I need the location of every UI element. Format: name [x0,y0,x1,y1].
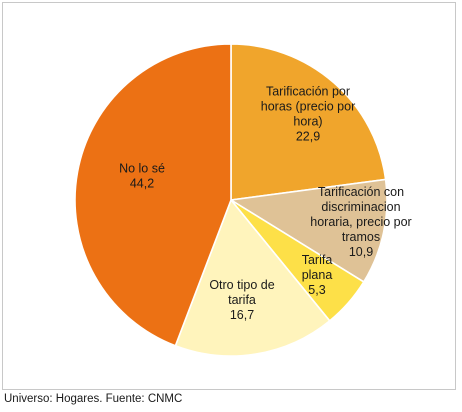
slice-category-label-1-1: discriminacion [321,200,400,214]
slice-value-label-3: 16,7 [230,308,254,322]
slice-category-label-1-0: Tarificación con [318,185,404,199]
slice-category-label-1-2: horaria, precio por [310,215,411,229]
slice-value-label-0: 22,9 [296,130,320,144]
chart-frame: Tarificación por horas (precio por hora) 22… [2,2,456,390]
slice-category-label-0-1: horas (precio por [261,100,356,114]
pie-slice-1 [228,178,388,284]
pie-slices [74,43,388,357]
pie-slice-0 [230,43,387,201]
slice-category-label-0-2: hora) [293,115,322,129]
slice-category-label-3-1: tarifa [228,293,256,307]
slice-value-label-4: 44,2 [130,177,154,191]
slice-value-label-1: 10,9 [349,245,373,259]
pie-slice-3 [174,198,331,357]
slice-category-label-2-0: Tarifa [302,253,333,267]
pie-slice-4 [74,43,232,347]
slice-category-label-4-0: No lo sé [119,162,165,176]
slice-category-label-3-0: Otro tipo de [209,278,274,292]
slice-category-label-0-0: Tarificación por [266,85,350,99]
slice-category-label-1-3: tramos [342,230,380,244]
slice-category-label-2-1: plana [302,268,333,282]
slice-value-label-2: 5,3 [308,283,325,297]
chart-source-note: Universo: Hogares. Fuente: CNMC [4,393,183,405]
